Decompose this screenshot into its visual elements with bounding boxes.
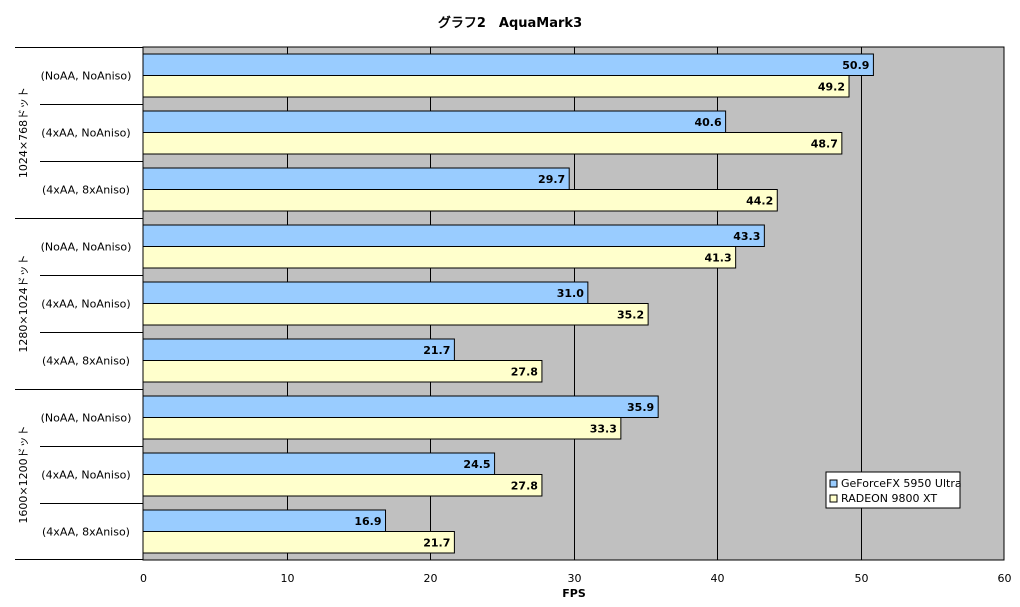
data-label: 24.5 xyxy=(463,458,490,471)
x-tick-label: 20 xyxy=(424,572,438,585)
bar xyxy=(142,531,455,554)
x-tick-label: 60 xyxy=(998,572,1012,585)
bar xyxy=(142,132,843,155)
data-label: 40.6 xyxy=(694,116,721,129)
data-label: 35.2 xyxy=(617,308,644,321)
category-label: (4xAA, 8xAniso) xyxy=(42,526,130,539)
x-tick-label: 0 xyxy=(140,572,147,585)
category-label: (NoAA, NoAniso) xyxy=(41,241,132,254)
legend-label: RADEON 9800 XT xyxy=(841,492,937,505)
legend-swatch xyxy=(829,494,838,503)
data-label: 49.2 xyxy=(818,80,845,93)
bar xyxy=(142,281,589,304)
category-label: (4xAA, NoAniso) xyxy=(41,298,130,311)
data-label: 44.2 xyxy=(746,194,773,207)
bar xyxy=(142,110,727,133)
category-label: (4xAA, NoAniso) xyxy=(41,127,130,140)
x-tick-label: 40 xyxy=(711,572,725,585)
bar xyxy=(142,338,455,361)
group-label: 1024×768ドット xyxy=(17,87,30,178)
data-label: 50.9 xyxy=(842,59,869,72)
x-axis-title: FPS xyxy=(562,587,586,600)
bar xyxy=(142,75,850,98)
bar xyxy=(142,509,387,532)
category-label: (4xAA, NoAniso) xyxy=(41,469,130,482)
group-label: 1280×1024ドット xyxy=(17,254,30,352)
data-label: 29.7 xyxy=(538,173,565,186)
x-tick-label: 30 xyxy=(568,572,582,585)
legend-label: GeForceFX 5950 Ultra xyxy=(841,477,962,490)
data-label: 41.3 xyxy=(705,251,732,264)
data-label: 21.7 xyxy=(423,344,450,357)
bar xyxy=(142,189,778,212)
bar xyxy=(142,167,570,190)
data-label: 21.7 xyxy=(423,536,450,549)
chart-title: グラフ2 AquaMark3 xyxy=(438,15,582,31)
bar xyxy=(142,417,622,440)
data-label: 48.7 xyxy=(811,137,838,150)
data-label: 27.8 xyxy=(511,479,538,492)
bar xyxy=(142,224,765,247)
bar xyxy=(142,246,737,269)
category-label: (NoAA, NoAniso) xyxy=(41,412,132,425)
data-label: 27.8 xyxy=(511,365,538,378)
category-label: (4xAA, 8xAniso) xyxy=(42,184,130,197)
bar xyxy=(142,474,543,497)
bar xyxy=(142,303,649,326)
bar xyxy=(142,452,496,475)
category-label: (NoAA, NoAniso) xyxy=(41,70,132,83)
bar xyxy=(142,53,874,76)
legend xyxy=(825,471,961,509)
x-tick-label: 10 xyxy=(281,572,295,585)
legend-swatch xyxy=(829,479,838,488)
data-label: 31.0 xyxy=(557,287,584,300)
x-tick-label: 50 xyxy=(855,572,869,585)
bar xyxy=(142,395,659,418)
bar xyxy=(142,360,543,383)
data-label: 35.9 xyxy=(627,401,654,414)
data-label: 33.3 xyxy=(590,422,617,435)
category-label: (4xAA, 8xAniso) xyxy=(42,355,130,368)
data-label: 16.9 xyxy=(354,515,381,528)
data-label: 43.3 xyxy=(733,230,760,243)
group-label: 1600×1200ドット xyxy=(17,425,30,523)
